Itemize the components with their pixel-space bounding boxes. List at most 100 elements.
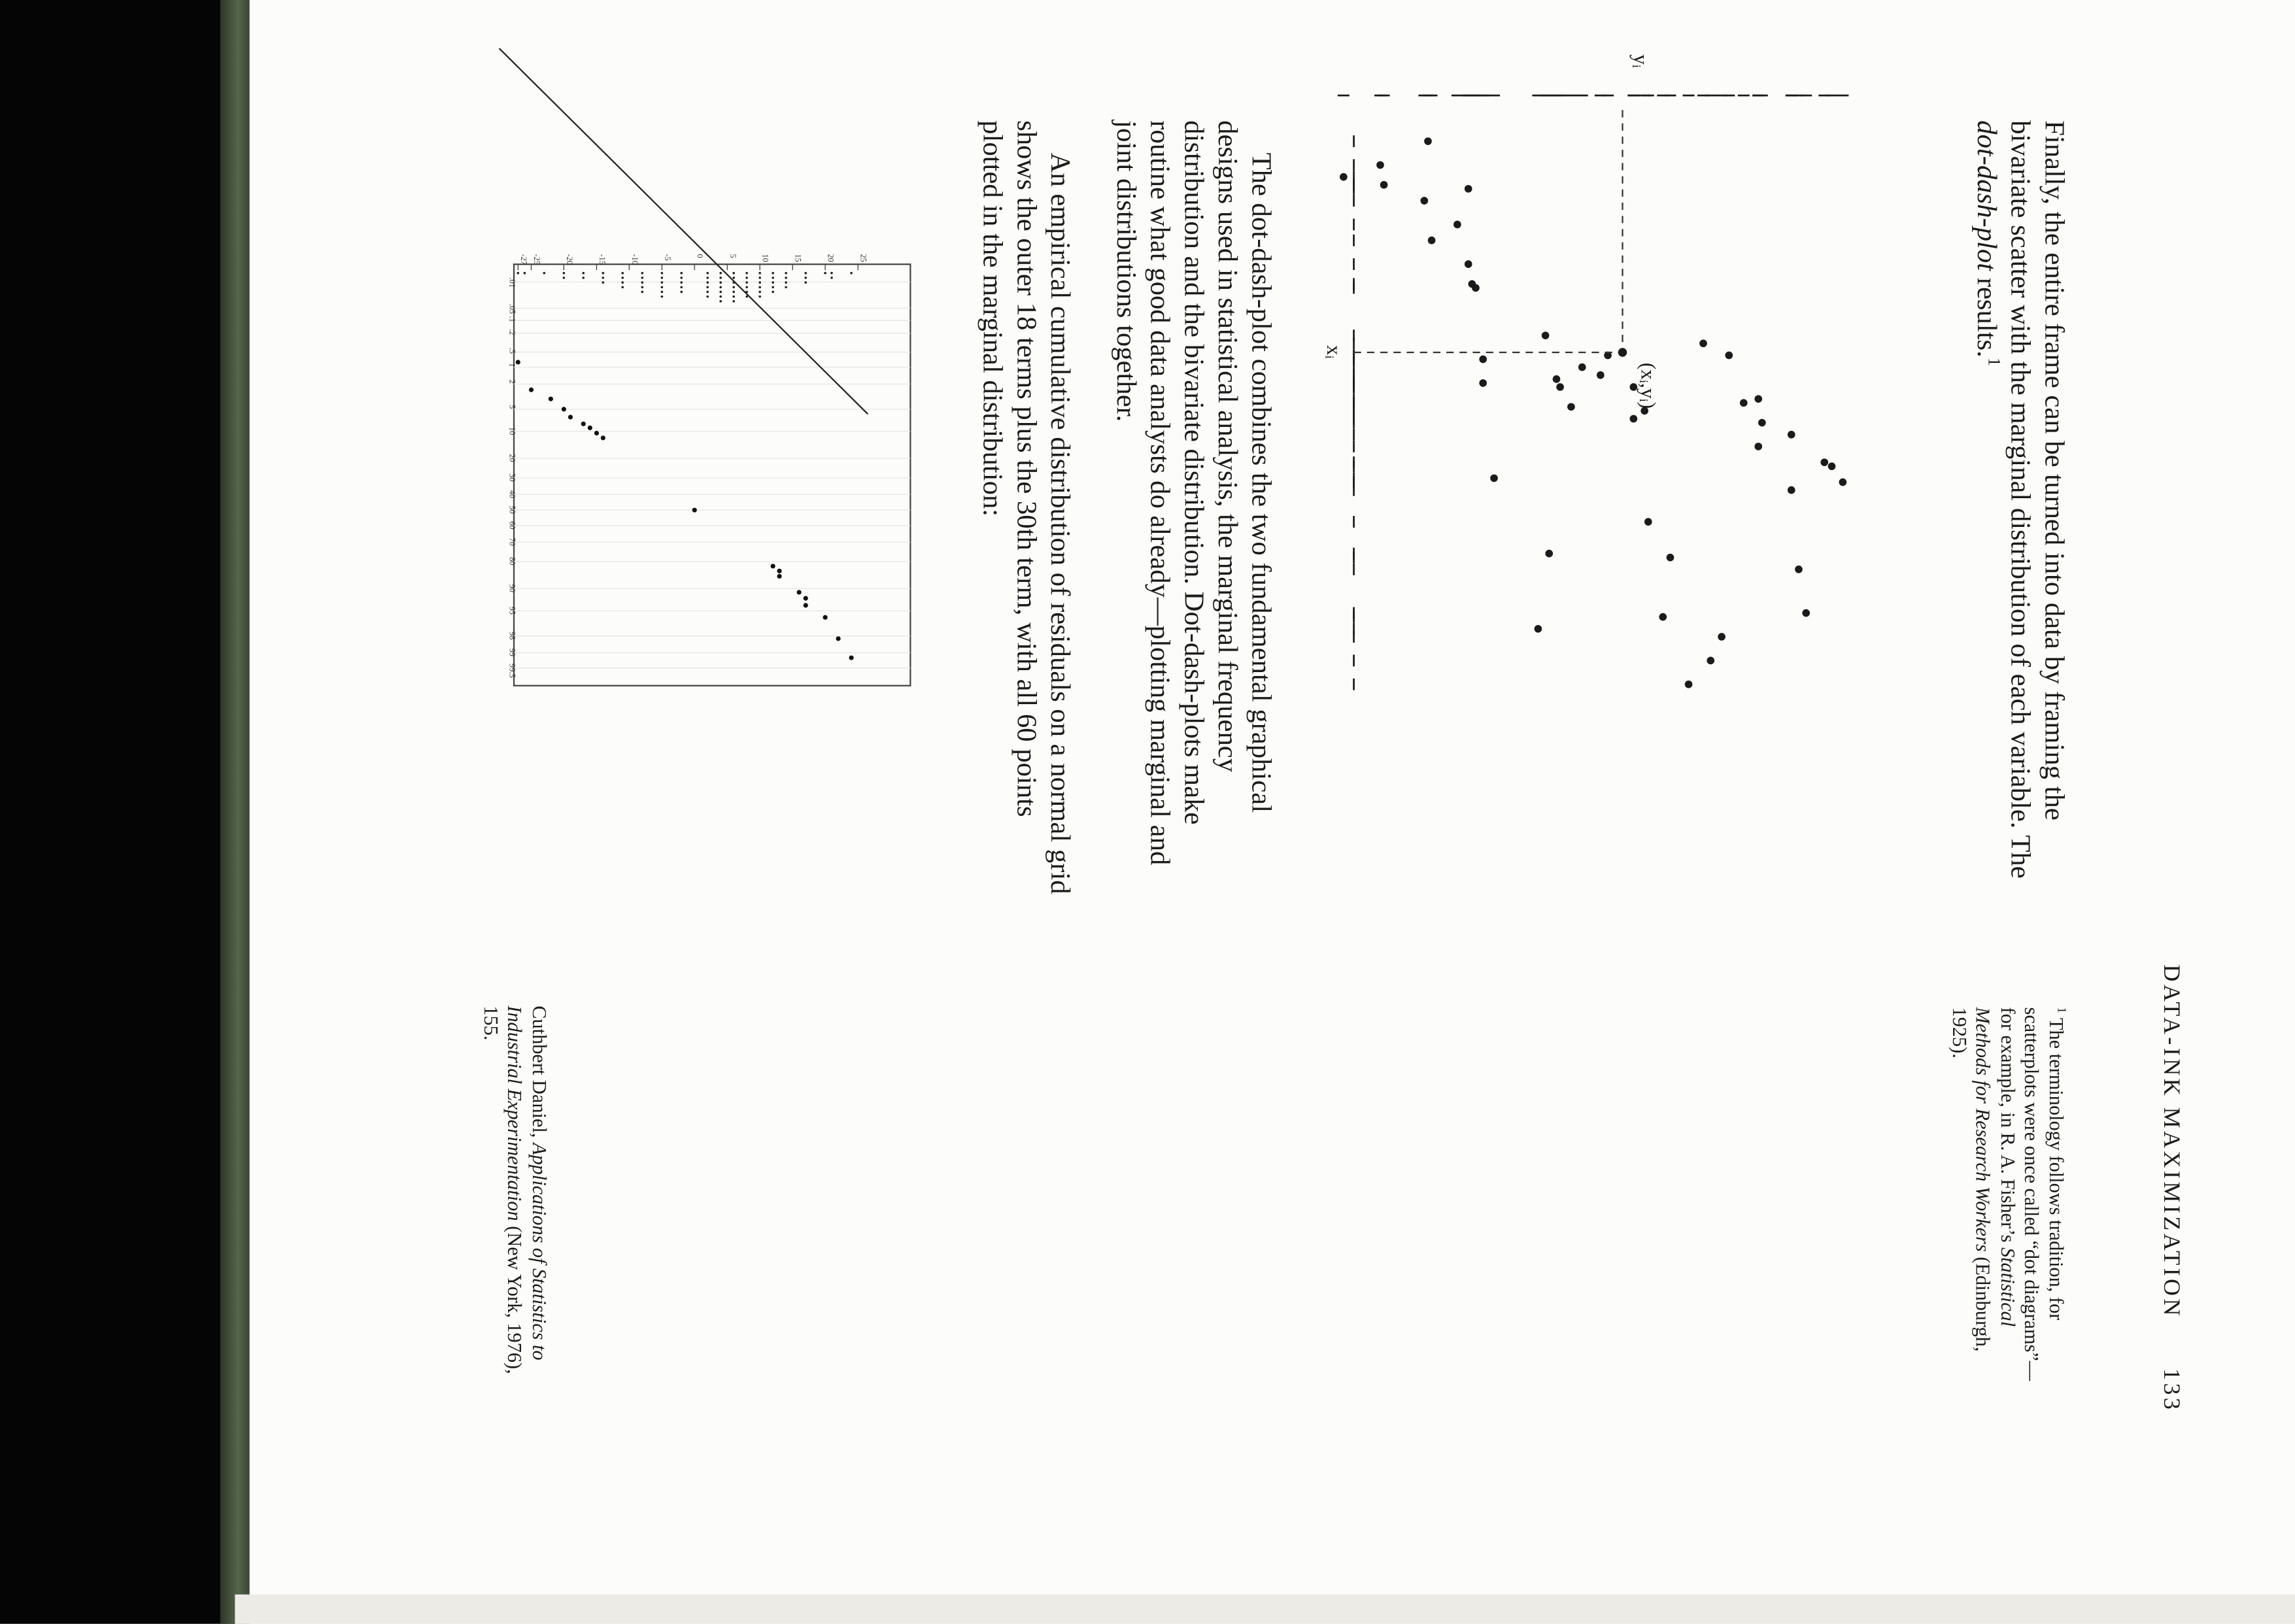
fitted-line [498,48,868,415]
probability-tick: 60 [507,521,517,529]
scatter-point [1839,478,1847,486]
intro-text: Finally, the entire frame can be turned … [2004,120,2069,879]
scatter-point [1795,566,1803,573]
scatter-point [1427,236,1436,245]
x-axis-label: xᵢ [1323,345,1346,359]
highlighted-point [1618,348,1627,357]
marginal-dot [804,281,808,284]
probability-tick: .1 [507,316,517,322]
marginal-dot [745,271,748,275]
marginal-dot [785,286,787,289]
probability-tick: 20 [507,454,517,462]
running-header-title: DATA-INK MAXIMIZATION [2158,964,2184,1319]
residual-point [770,564,775,569]
marginal-dot [719,281,722,284]
marginal-dot [706,295,709,298]
probability-tick: 70 [507,538,517,546]
marginal-dot [745,295,748,298]
marginal-dot [745,277,748,279]
marginal-dot [758,271,761,275]
plot-frame [513,263,911,686]
marginal-dot [602,277,605,279]
marginal-dot [804,271,808,275]
probability-tick: 50 [507,505,517,513]
residual-point [561,407,566,412]
scatter-points [1339,137,1847,688]
probability-tick: 30 [507,473,517,481]
marginal-dot [772,286,774,289]
scatter-point [1552,375,1561,383]
scanner-shadow [0,0,235,1624]
residual-point [823,615,828,620]
probability-tick: .5 [507,348,517,354]
residual-point [777,573,782,579]
residual-points [515,360,854,660]
residual-point [600,435,605,441]
residual-tick: 10 [761,254,770,262]
residual-tick: -15 [598,254,607,265]
probability-tick: .05 [507,304,517,314]
scatter-point [1707,656,1715,665]
marginal-dot [719,271,722,275]
residual-point [528,387,534,392]
marginal-dot [785,281,787,284]
scatter-point [1640,407,1649,415]
marginal-dot [621,271,624,275]
probability-tick: 99 [507,649,517,656]
marginal-dot [523,271,526,275]
marginal-dot [706,290,709,294]
residual-tick: -10 [630,254,639,265]
scatter-point [1739,399,1748,407]
probability-tick: .2 [507,329,517,335]
marginal-dot [850,271,853,275]
scatter-point [1479,355,1487,364]
marginal-dot [732,300,735,303]
scatter-point [1659,613,1667,621]
marginal-dot [772,271,774,275]
residual-tick: 20 [826,254,836,262]
dot-dash-plot-figure: (xᵢ,yᵢ) yᵢ xᵢ [1323,54,1849,690]
marginal-dot [602,281,605,284]
marginal-dot [621,281,624,284]
marginal-dot [758,277,761,279]
marginal-dot [641,271,644,275]
marginal-dot [804,277,808,279]
residual-dot-column [517,271,853,303]
paragraph-dot-dash-text: The dot-dash-plot combines the two funda… [1110,120,1276,866]
marginal-dot [824,271,826,275]
marginal-dot [660,277,664,279]
footnote: 1 The terminology follows tradition, for… [1946,1007,2068,1392]
marginal-dot [830,277,833,279]
marginal-dot [732,295,735,298]
residual-tick: 15 [794,254,803,262]
citation-author: Cuthbert Daniel, [528,1006,551,1143]
probability-tick: 40 [507,490,517,498]
marginal-dot [602,271,605,275]
probability-tick: 80 [507,557,517,565]
scatter-point [1464,260,1472,268]
scatter-point [1534,624,1542,633]
scatter-point [1820,458,1829,467]
scatter-point [1629,383,1638,391]
scatter-point [1541,331,1550,339]
scatter-point [1684,680,1693,688]
marginal-dot [621,286,624,289]
page-edge [235,1594,2295,1624]
residual-point [594,430,600,436]
scatter-point [1666,553,1674,562]
book-binding [220,0,250,1624]
marginal-dot [660,281,664,284]
marginal-dot [680,271,683,275]
residual-point [548,396,553,401]
marginal-dot [758,290,761,294]
marginal-dot [719,277,722,279]
marginal-dot [772,277,774,279]
intro-tail: results. [1970,271,2001,358]
residual-point [581,421,586,426]
intro-paragraph: Finally, the entire frame can be turned … [1969,120,2070,898]
scatter-point [1545,549,1554,558]
marginal-dot [719,295,722,298]
probability-tick-labels: .01 .05 .1 .2 .5 1 2 5 10 20 30 40 50 60 70 80 90 95 98 99 9… [507,277,517,677]
scatter-point [1339,173,1348,181]
